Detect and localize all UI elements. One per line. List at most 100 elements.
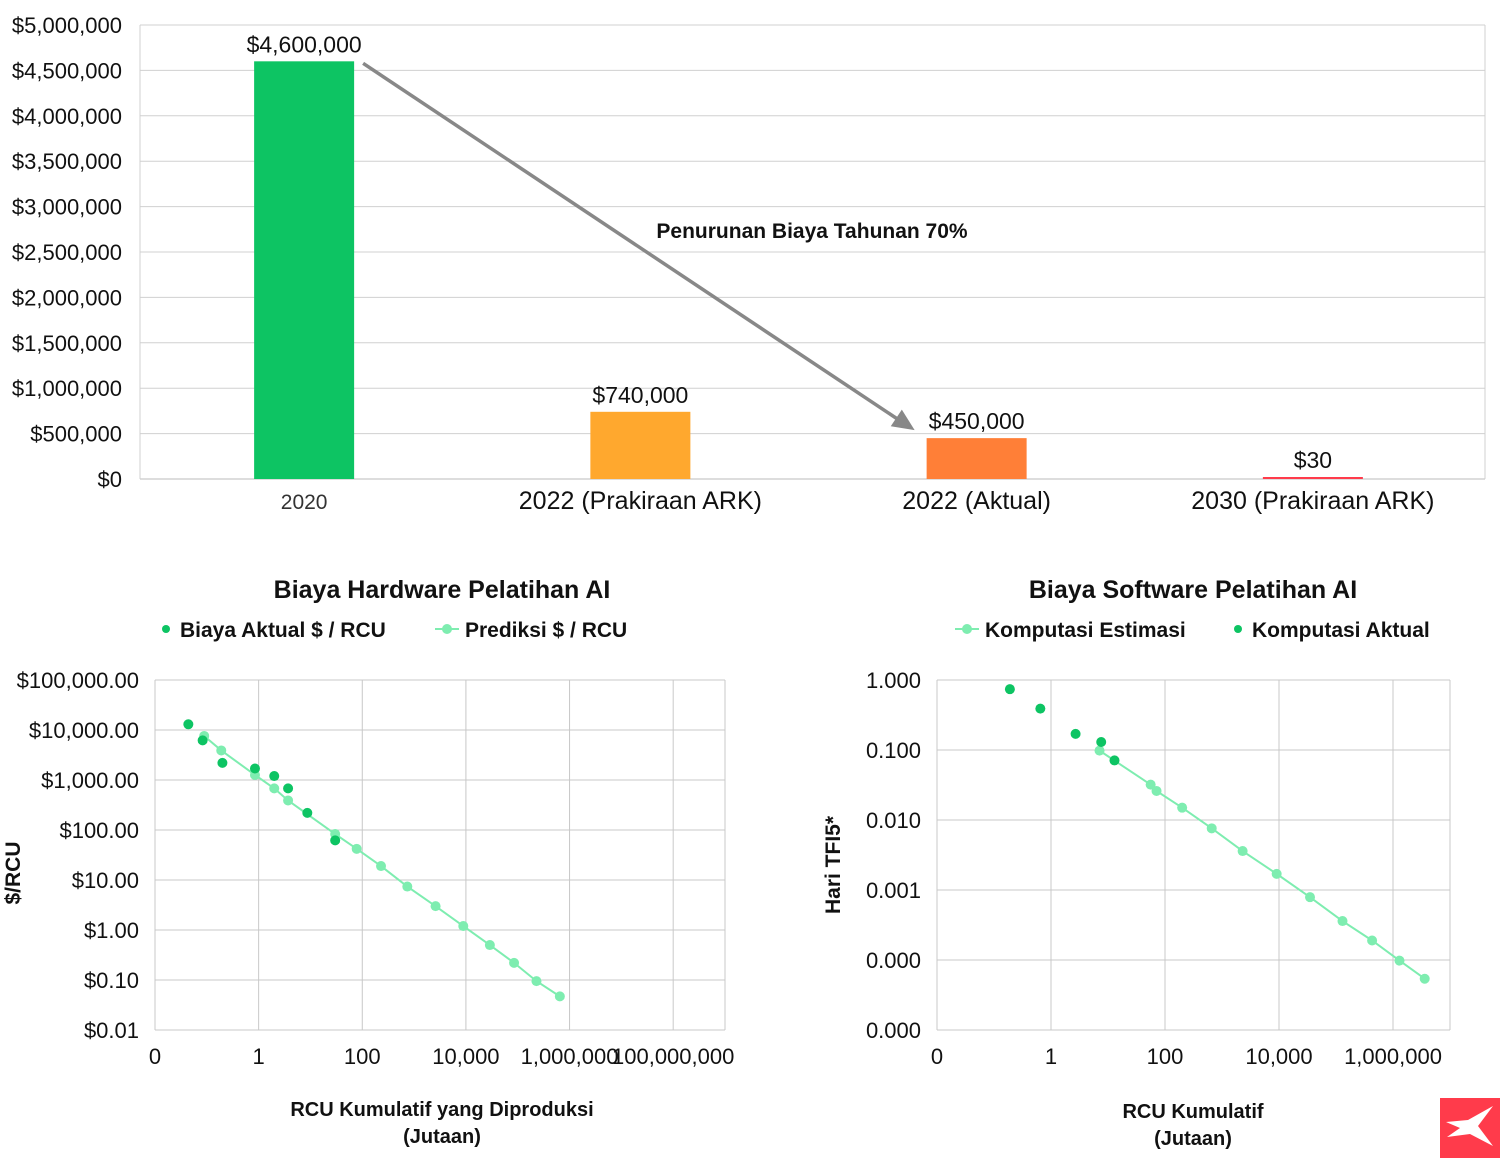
legend-item: Prediksi $ / RCU	[435, 619, 627, 642]
data-point	[531, 976, 542, 987]
y-tick-label: $500,000	[30, 422, 122, 447]
data-point	[183, 719, 194, 730]
y-tick-label: 0.100	[866, 738, 921, 763]
hardware-cost-chart: $0.01 $0.10 $1.00 $10.00 $100.00 $1,000.00 $10…	[2, 576, 734, 1148]
bar-data-label: $30	[1294, 447, 1332, 473]
data-point	[1271, 868, 1282, 879]
data-point	[1305, 892, 1316, 903]
data-point	[197, 735, 208, 746]
y-tick-label: $3,000,000	[12, 195, 122, 220]
x-tick-label: 10,000	[1245, 1044, 1312, 1069]
series-1	[1004, 684, 1120, 766]
data-point	[1237, 846, 1248, 857]
legend-item: Komputasi Estimasi	[955, 619, 1186, 642]
y-tick-label: 0.001	[866, 878, 921, 903]
data-point	[484, 940, 495, 951]
y-axis-title: $/RCU	[2, 841, 25, 904]
chart-title: Biaya Hardware Pelatihan AI	[274, 576, 611, 604]
chart-title: Biaya Software Pelatihan AI	[1029, 576, 1357, 604]
y-tick-label: $1,500,000	[12, 331, 122, 356]
legend-marker-icon	[162, 625, 170, 633]
data-point	[509, 957, 520, 968]
x-tick-label: 10,000	[432, 1044, 499, 1069]
x-tick-label: 100	[1147, 1044, 1184, 1069]
data-point	[1070, 728, 1081, 739]
data-point	[1337, 916, 1348, 927]
y-tick-label: $0.10	[84, 968, 139, 993]
bar	[590, 411, 691, 479]
legend-label: Komputasi Aktual	[1252, 619, 1430, 642]
legend-marker-icon	[962, 624, 972, 634]
data-point	[249, 763, 260, 774]
x-tick-label: 1,000,000	[1344, 1044, 1442, 1069]
bar-data-label: $4,600,000	[247, 31, 362, 57]
data-point	[330, 835, 341, 846]
legend-marker-icon	[1234, 625, 1242, 633]
legend-label: Prediksi $ / RCU	[465, 619, 627, 642]
annotation-text: Penurunan Biaya Tahunan 70%	[656, 220, 968, 243]
legend-label: Biaya Aktual $ / RCU	[180, 619, 386, 642]
bar-data-label: $450,000	[929, 408, 1025, 434]
ark-logo	[1440, 1098, 1500, 1158]
x-tick-label: 1	[1045, 1044, 1057, 1069]
y-tick-label: 0.000	[866, 1018, 921, 1043]
y-tick-label: $4,500,000	[12, 58, 122, 83]
series-0	[1094, 745, 1430, 984]
x-tick-label: 0	[149, 1044, 161, 1069]
x-axis-title-line2: (Jutaan)	[403, 1126, 481, 1148]
y-tick-label: 1.000	[866, 668, 921, 693]
data-point	[1394, 955, 1405, 966]
y-tick-label: $0.01	[84, 1018, 139, 1043]
bar	[254, 61, 355, 479]
data-point	[1109, 755, 1120, 766]
y-tick-label: $1,000,000	[12, 376, 122, 401]
y-tick-label: $2,500,000	[12, 240, 122, 265]
trend-arrow-line	[362, 61, 902, 423]
y-tick-label: $3,500,000	[12, 149, 122, 174]
x-tick-label: 100,000,000	[612, 1044, 734, 1069]
data-point	[1206, 823, 1217, 834]
data-point	[376, 861, 387, 872]
data-point	[269, 771, 280, 782]
x-axis-title-line2: (Jutaan)	[1154, 1128, 1232, 1150]
data-point	[1367, 935, 1378, 946]
x-tick-label: 2022 (Aktual)	[902, 487, 1051, 515]
y-tick-label: $10,000.00	[29, 718, 139, 743]
data-point	[1151, 785, 1162, 796]
data-point	[1096, 737, 1107, 748]
data-point	[283, 795, 294, 806]
y-tick-label: $10.00	[72, 868, 139, 893]
data-point	[1035, 703, 1046, 714]
x-tick-label: 2020	[281, 491, 328, 514]
data-point	[1094, 745, 1105, 756]
arrow-head-icon	[890, 409, 915, 431]
data-point	[302, 807, 313, 818]
legend-item: Biaya Aktual $ / RCU	[162, 619, 386, 642]
x-tick-label: 0	[931, 1044, 943, 1069]
data-point	[351, 843, 362, 854]
x-tick-label: 2030 (Prakiraan ARK)	[1191, 487, 1434, 515]
y-tick-label: 0.010	[866, 808, 921, 833]
data-point	[1177, 802, 1188, 813]
data-point	[458, 921, 469, 932]
data-point	[1419, 973, 1430, 984]
x-tick-label: 100	[344, 1044, 381, 1069]
y-tick-label: $4,000,000	[12, 104, 122, 129]
bar	[926, 438, 1027, 479]
data-point	[269, 783, 280, 794]
x-tick-label: 1,000,000	[521, 1044, 619, 1069]
x-tick-label: 1	[253, 1044, 265, 1069]
y-tick-label: $1.00	[84, 918, 139, 943]
bar-data-label: $740,000	[592, 382, 688, 408]
data-point	[402, 881, 413, 892]
annual-cost-bar-chart: $0 $500,000 $1,000,000 $1,500,000 $2,000,000…	[12, 13, 1486, 515]
y-tick-label: $100,000.00	[17, 668, 139, 693]
x-tick-label: 2022 (Prakiraan ARK)	[519, 487, 762, 515]
y-tick-label: 0.000	[866, 948, 921, 973]
data-point	[216, 745, 227, 756]
data-point	[217, 757, 228, 768]
data-point	[1145, 779, 1156, 790]
x-axis-title: RCU Kumulatif yang Diproduksi	[290, 1099, 593, 1121]
legend-item: Komputasi Aktual	[1234, 619, 1430, 642]
